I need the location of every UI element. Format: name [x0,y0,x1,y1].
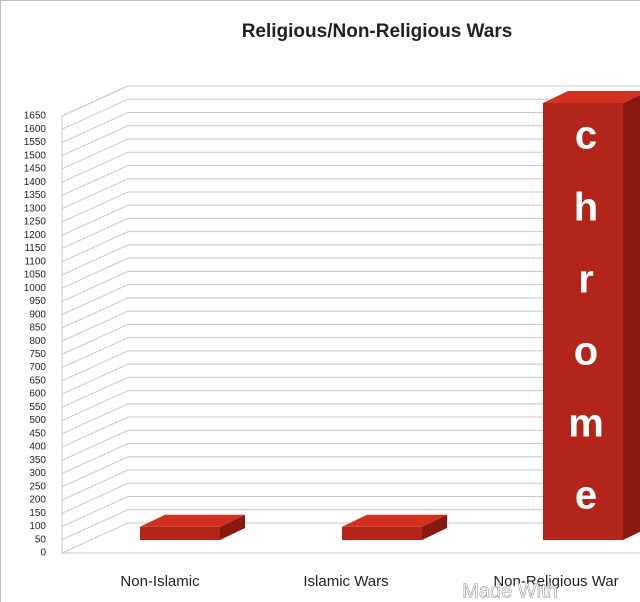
grid-line [61,270,640,302]
overlay-letter: h [574,186,598,230]
y-tick-label: 1250 [24,217,47,228]
x-tick-label: Non-Islamic [120,573,200,590]
grid-line [61,522,640,554]
y-tick-label: 50 [35,534,47,545]
y-tick-label: 1450 [24,164,47,175]
grid-line [61,125,640,157]
bar-side [220,514,245,540]
y-tick-label: 800 [29,336,46,347]
grid-line [61,310,640,342]
y-tick-label: 900 [29,309,46,320]
y-tick-label: 950 [29,296,46,307]
grid-line [61,164,640,196]
y-tick-label: 550 [29,402,46,413]
y-tick-label: 1650 [24,111,47,122]
bar-side [623,94,640,540]
bar [342,526,422,540]
y-tick-label: 250 [29,481,46,492]
grid-line [61,151,640,183]
grid-line [61,217,640,249]
y-tick-label: 1000 [24,283,47,294]
y-tick-label: 450 [29,428,46,439]
y-tick-label: 100 [29,521,46,532]
grid-line [61,376,640,408]
x-tick-label: Non-Religious War [493,573,618,590]
grid-line [61,416,640,448]
y-tick-label: 500 [29,415,46,426]
grid-line [61,496,640,527]
y-tick-label: 700 [29,362,46,373]
grid-line [61,323,640,355]
grid-line [61,456,640,488]
grid-line [61,337,640,369]
overlay-letter: o [574,330,598,374]
bar [140,526,220,540]
grid-line [61,231,640,263]
grid-line [61,98,640,130]
axis-wall [61,85,129,553]
overlay-letter: r [578,258,594,302]
y-tick-label: 400 [29,442,46,453]
x-tick-label: Islamic Wars [303,573,388,590]
y-tick-label: 1150 [24,243,46,254]
y-tick-label: 300 [29,468,46,479]
grid-line [61,111,640,143]
bar-top [140,514,245,527]
grid-line [61,363,640,395]
bar [543,103,623,540]
grid-line [61,244,640,276]
y-tick-label: 350 [29,455,46,466]
grid-line [61,85,640,117]
grid-line [61,469,640,501]
y-tick-label: 1600 [24,124,47,135]
y-tick-label: 1500 [24,150,47,161]
chart-title: Religious/Non-Religious Wars [242,21,513,42]
y-tick-label: 1050 [24,270,47,281]
grid-line [61,138,640,170]
grid-line [61,482,640,514]
y-tick-label: 150 [29,508,46,519]
y-tick-label: 1400 [24,177,47,188]
y-tick-label: 600 [29,389,46,400]
y-tick-label: 1350 [24,190,47,201]
overlay-letter: e [575,474,597,518]
y-tick-label: 1200 [24,230,47,241]
grid-line [61,443,640,475]
grid-line [61,204,640,236]
y-tick-label: 200 [29,495,46,506]
grid-line [61,191,640,223]
bar-side [422,514,447,540]
grid-line [61,178,640,210]
y-tick-label: 650 [29,375,46,386]
grid-line [61,284,640,316]
grid-line [61,403,640,435]
bar-top [342,514,447,527]
grid-line [61,257,640,289]
y-tick-label: 1300 [24,203,47,214]
overlay-letter: c [575,114,597,158]
y-tick-label: 850 [29,323,46,334]
bar-top [543,91,640,103]
grid-line [61,350,640,382]
grid-line [61,297,640,329]
grid-line [61,390,640,422]
y-tick-label: 0 [40,548,46,559]
grid-line [61,429,640,461]
y-tick-label: 750 [29,349,46,360]
y-tick-label: 1550 [24,137,47,148]
overlay-letter: m [568,402,604,446]
y-tick-label: 1100 [24,256,46,267]
grid-line [61,509,640,541]
watermark: Made With [462,580,558,602]
